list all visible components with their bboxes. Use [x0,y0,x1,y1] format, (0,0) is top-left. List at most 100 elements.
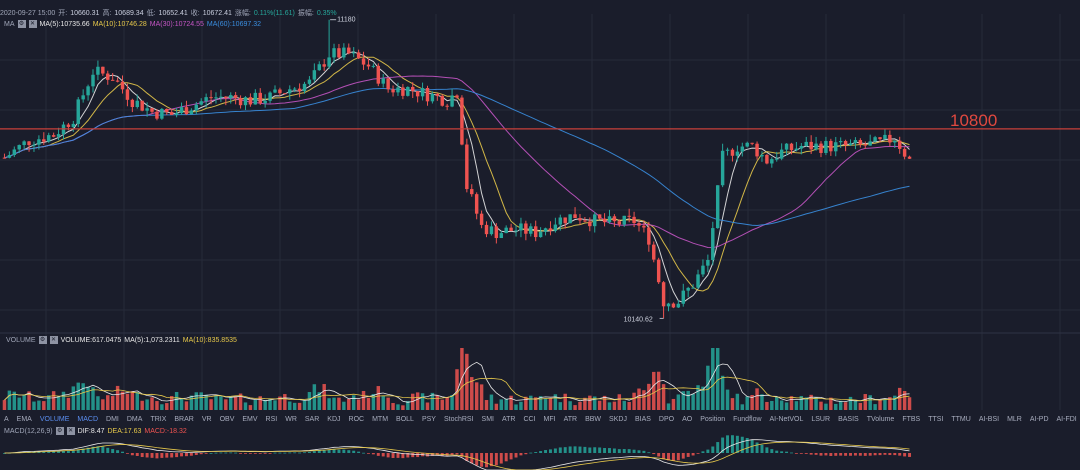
macd-bar [460,453,464,457]
indicator-tab[interactable]: TVolume [866,415,895,423]
indicator-tab[interactable]: BIAS [634,415,651,423]
indicator-tab[interactable]: ATR [563,415,578,423]
candle-body [681,290,685,304]
macd-bar [637,450,641,453]
candle-body [612,216,617,222]
volume-bar [415,392,420,410]
indicator-tab[interactable]: SAR [304,415,320,423]
volume-bar [809,394,813,410]
volume-bar [17,397,21,410]
indicator-tab[interactable]: VOLUME [39,415,70,423]
settings-icon[interactable]: ⚙ [38,336,47,344]
macd-bar [676,453,680,461]
volume-bar [706,365,710,410]
indicator-tab[interactable]: SKDJ [609,415,627,423]
indicator-tab[interactable]: A [4,415,9,423]
macd-bar [396,453,400,458]
candle-body [834,142,838,152]
indicator-tab[interactable]: DMA [126,415,143,423]
close-icon[interactable]: ✕ [28,20,37,28]
indicator-tab[interactable]: BRAR [174,415,194,423]
amplitude-label: 振幅: [297,10,314,17]
grid [0,14,1080,425]
indicator-tab[interactable]: EMV [242,415,258,423]
volume-bar [420,393,425,410]
macd-bar [2,453,6,454]
candle-body [425,87,430,102]
close-icon[interactable]: ✕ [66,427,75,435]
indicator-tab[interactable]: BOLL [396,415,414,423]
macd-bar [844,453,848,456]
volume-bar [455,369,459,410]
indicator-tab[interactable]: ROC [348,415,365,423]
volume-bar [765,401,769,410]
indicator-tab[interactable]: EMA [16,415,32,423]
macd-bar [652,453,656,455]
indicator-tab[interactable]: OBV [219,415,235,423]
volume-bar [711,348,715,410]
indicator-tab[interactable]: KDJ [327,415,341,423]
indicator-tab[interactable]: MLR [1007,415,1022,423]
candle-body [312,70,317,80]
volume-ma10-value: MA(10):835.8535 [182,336,237,344]
indicator-tab[interactable]: TTMU [951,415,971,423]
indicator-tab[interactable]: Position [700,415,726,423]
macd-bar [573,446,577,453]
volume-bar [617,394,622,410]
indicator-tab[interactable]: DMI [106,415,119,423]
macd-bar [558,447,562,453]
candle-body [248,97,253,105]
indicator-tab[interactable]: AI-BSI [978,415,1000,423]
indicator-tab[interactable]: SMI [481,415,494,423]
macd-bar [834,453,838,456]
indicator-tab[interactable]: AO [682,415,693,423]
settings-icon[interactable]: ⚙ [55,427,64,435]
candle-body [583,220,587,222]
candle-body [691,287,695,289]
macd-bar [57,451,61,453]
candle-body [381,78,385,84]
macd-bar [494,453,498,466]
candle-body [214,97,218,99]
indicator-tab[interactable]: CCI [523,415,536,423]
indicator-tab[interactable]: AI-NetVOL [769,415,804,423]
macd-bar [563,447,567,453]
indicator-tab[interactable]: VR [201,415,212,423]
volume-bar [435,395,440,410]
high-price-label: 11180 [337,17,356,24]
indicator-tab[interactable]: RSI [265,415,278,423]
indicator-tab[interactable]: PSY [421,415,436,423]
indicator-tab[interactable]: ATR [502,415,516,423]
indicator-tab[interactable]: AI-FDI [1056,415,1077,423]
close-icon[interactable]: ✕ [49,336,58,344]
candle-body [617,221,622,225]
indicator-tab[interactable]: BBW [585,415,602,423]
indicator-tab[interactable]: TTSI [928,415,944,423]
indicator-tab[interactable]: MACD [77,415,99,423]
candle-body [47,135,51,142]
macd-bar [204,453,208,454]
indicator-tab[interactable]: Fundflow [733,415,762,423]
indicator-tab[interactable]: WR [285,415,297,423]
indicator-tab[interactable]: FTBS [902,415,921,423]
settings-icon[interactable]: ⚙ [17,20,26,28]
indicator-tab[interactable]: LSUR [811,415,831,423]
indicator-tab[interactable]: BASIS [838,415,859,423]
indicator-tab[interactable]: StochRSI [443,415,474,423]
volume-bar [897,387,902,410]
candle-body [593,214,597,227]
candle-body [588,221,592,227]
indicator-tab[interactable]: AI-PD [1029,415,1049,423]
volume-bar [883,399,887,410]
indicator-tab[interactable]: TRIX [150,415,167,423]
macd-bar [327,449,331,453]
macd-bar [312,451,316,453]
volume-bar [56,396,61,410]
indicator-tab[interactable]: MTM [372,415,389,423]
volume-bar [543,398,548,410]
indicator-tab[interactable]: MFI [543,415,556,423]
candle-body [243,97,248,106]
volume-bar [135,391,139,410]
candle-body [873,137,877,142]
indicator-tab[interactable]: DPO [658,415,675,423]
